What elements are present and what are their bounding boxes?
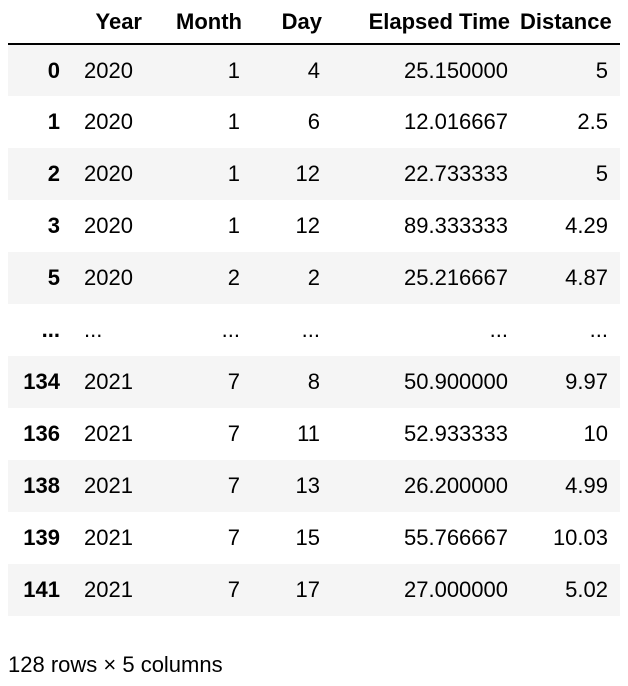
cell-month: 7 bbox=[152, 460, 252, 512]
cell-elapsed-time: 12.016667 bbox=[332, 96, 520, 148]
table-row: 0 2020 1 4 25.150000 5 bbox=[8, 44, 620, 96]
cell-month: 7 bbox=[152, 356, 252, 408]
dataframe-shape-summary: 128 rows × 5 columns bbox=[8, 652, 223, 678]
table-row: 141 2021 7 17 27.000000 5.02 bbox=[8, 564, 620, 616]
cell-month: 1 bbox=[152, 44, 252, 96]
row-index: 2 bbox=[8, 148, 72, 200]
cell-elapsed-time: 89.333333 bbox=[332, 200, 520, 252]
row-index: 1 bbox=[8, 96, 72, 148]
cell-year: ... bbox=[72, 304, 152, 356]
cell-month: 1 bbox=[152, 148, 252, 200]
cell-distance: 5.02 bbox=[520, 564, 620, 616]
cell-distance: 2.5 bbox=[520, 96, 620, 148]
cell-elapsed-time: 27.000000 bbox=[332, 564, 520, 616]
table-row: 134 2021 7 8 50.900000 9.97 bbox=[8, 356, 620, 408]
cell-day: 13 bbox=[252, 460, 332, 512]
header-year: Year bbox=[72, 0, 152, 44]
cell-month: 1 bbox=[152, 96, 252, 148]
cell-distance: 4.29 bbox=[520, 200, 620, 252]
cell-year: 2020 bbox=[72, 44, 152, 96]
row-index: ... bbox=[8, 304, 72, 356]
cell-year: 2021 bbox=[72, 512, 152, 564]
cell-elapsed-time: 25.150000 bbox=[332, 44, 520, 96]
cell-distance: 9.97 bbox=[520, 356, 620, 408]
cell-distance: 4.99 bbox=[520, 460, 620, 512]
table-row: 139 2021 7 15 55.766667 10.03 bbox=[8, 512, 620, 564]
table-row: 1 2020 1 6 12.016667 2.5 bbox=[8, 96, 620, 148]
cell-day: 4 bbox=[252, 44, 332, 96]
cell-day: 11 bbox=[252, 408, 332, 460]
header-row: Year Month Day Elapsed Time Distance bbox=[8, 0, 620, 44]
row-index: 0 bbox=[8, 44, 72, 96]
cell-distance: ... bbox=[520, 304, 620, 356]
cell-year: 2021 bbox=[72, 408, 152, 460]
row-index: 136 bbox=[8, 408, 72, 460]
cell-year: 2020 bbox=[72, 252, 152, 304]
cell-elapsed-time: ... bbox=[332, 304, 520, 356]
cell-year: 2021 bbox=[72, 564, 152, 616]
dataframe-output: Year Month Day Elapsed Time Distance 0 2… bbox=[8, 0, 620, 616]
row-index: 134 bbox=[8, 356, 72, 408]
cell-elapsed-time: 26.200000 bbox=[332, 460, 520, 512]
cell-distance: 5 bbox=[520, 148, 620, 200]
cell-day: 12 bbox=[252, 200, 332, 252]
header-day: Day bbox=[252, 0, 332, 44]
cell-day: 17 bbox=[252, 564, 332, 616]
cell-year: 2020 bbox=[72, 200, 152, 252]
cell-elapsed-time: 22.733333 bbox=[332, 148, 520, 200]
cell-elapsed-time: 55.766667 bbox=[332, 512, 520, 564]
row-index: 141 bbox=[8, 564, 72, 616]
cell-year: 2021 bbox=[72, 460, 152, 512]
row-index: 139 bbox=[8, 512, 72, 564]
cell-distance: 10 bbox=[520, 408, 620, 460]
dataframe-table: Year Month Day Elapsed Time Distance 0 2… bbox=[8, 0, 620, 616]
cell-distance: 4.87 bbox=[520, 252, 620, 304]
table-row-ellipsis: ... ... ... ... ... ... bbox=[8, 304, 620, 356]
cell-month: 7 bbox=[152, 564, 252, 616]
cell-elapsed-time: 52.933333 bbox=[332, 408, 520, 460]
header-index bbox=[8, 0, 72, 44]
cell-day: 2 bbox=[252, 252, 332, 304]
table-row: 136 2021 7 11 52.933333 10 bbox=[8, 408, 620, 460]
table-row: 3 2020 1 12 89.333333 4.29 bbox=[8, 200, 620, 252]
cell-month: ... bbox=[152, 304, 252, 356]
cell-distance: 10.03 bbox=[520, 512, 620, 564]
cell-day: ... bbox=[252, 304, 332, 356]
cell-day: 12 bbox=[252, 148, 332, 200]
header-month: Month bbox=[152, 0, 252, 44]
cell-day: 6 bbox=[252, 96, 332, 148]
header-distance: Distance bbox=[520, 0, 620, 44]
row-index: 5 bbox=[8, 252, 72, 304]
cell-month: 7 bbox=[152, 512, 252, 564]
cell-year: 2020 bbox=[72, 148, 152, 200]
row-index: 138 bbox=[8, 460, 72, 512]
header-elapsed-time: Elapsed Time bbox=[332, 0, 520, 44]
row-index: 3 bbox=[8, 200, 72, 252]
cell-month: 7 bbox=[152, 408, 252, 460]
cell-day: 8 bbox=[252, 356, 332, 408]
cell-year: 2020 bbox=[72, 96, 152, 148]
table-row: 5 2020 2 2 25.216667 4.87 bbox=[8, 252, 620, 304]
cell-elapsed-time: 50.900000 bbox=[332, 356, 520, 408]
cell-month: 1 bbox=[152, 200, 252, 252]
table-row: 138 2021 7 13 26.200000 4.99 bbox=[8, 460, 620, 512]
cell-elapsed-time: 25.216667 bbox=[332, 252, 520, 304]
cell-month: 2 bbox=[152, 252, 252, 304]
cell-day: 15 bbox=[252, 512, 332, 564]
cell-year: 2021 bbox=[72, 356, 152, 408]
table-row: 2 2020 1 12 22.733333 5 bbox=[8, 148, 620, 200]
cell-distance: 5 bbox=[520, 44, 620, 96]
